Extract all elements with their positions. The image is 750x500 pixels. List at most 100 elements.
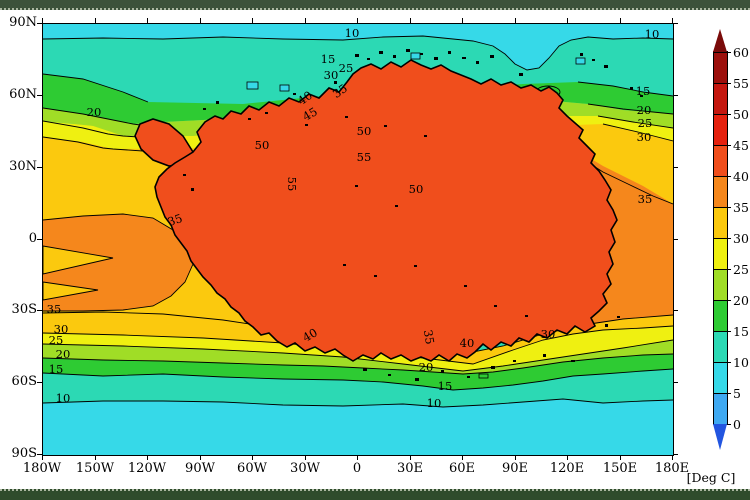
x-axis-label: 120W	[127, 461, 167, 476]
y-tick-left	[37, 382, 42, 383]
contour-label: 20	[418, 360, 434, 374]
x-tick-top	[147, 18, 148, 23]
colorbar-segment	[714, 238, 727, 269]
colorbar-tick	[714, 207, 731, 208]
colorbar-tick-label: 0	[733, 417, 741, 432]
colorbar-segment	[714, 83, 727, 114]
colorbar-tick	[714, 238, 731, 239]
x-axis-label: 180W	[22, 461, 62, 476]
colorbar-tick	[714, 362, 731, 363]
green-island	[478, 373, 489, 379]
x-tick-top	[410, 18, 411, 23]
colorbar-tick-label: 30	[733, 231, 749, 246]
x-tick-bottom	[42, 455, 43, 460]
colorbar-tick	[714, 176, 731, 177]
contour-label: 35	[420, 328, 438, 346]
contour-label: 35	[46, 302, 62, 316]
y-tick-left	[37, 310, 42, 311]
x-tick-bottom	[410, 455, 411, 460]
x-tick-bottom	[515, 455, 516, 460]
y-tick-right	[673, 239, 678, 240]
x-axis-label: 120E	[549, 461, 585, 476]
x-tick-top	[95, 18, 96, 23]
contour-label: 20	[55, 347, 71, 361]
colorbar-tick-label: 50	[733, 107, 749, 122]
colorbar-tick	[714, 114, 731, 115]
x-tick-bottom	[305, 455, 306, 460]
x-tick-bottom	[95, 455, 96, 460]
colorbar-tick	[714, 331, 731, 332]
y-tick-right	[673, 167, 678, 168]
colorbar-segment	[714, 52, 727, 83]
colorbar-tick-label: 20	[733, 293, 749, 308]
x-axis-label: 90E	[501, 461, 529, 476]
colorbar-tick	[714, 393, 731, 394]
y-axis-label: 60S	[11, 374, 37, 389]
y-axis-label: 0	[28, 231, 37, 246]
colorbar-segment	[714, 393, 727, 424]
colorbar-segment	[714, 145, 727, 176]
x-tick-top	[42, 18, 43, 23]
colorbar-above-max-arrow	[713, 29, 727, 52]
x-tick-bottom	[147, 455, 148, 460]
y-axis-label: 90S	[11, 446, 37, 461]
x-axis-label: 30E	[396, 461, 424, 476]
x-tick-top	[200, 18, 201, 23]
x-tick-top	[620, 18, 621, 23]
colorbar-tick-label: 45	[733, 138, 749, 153]
colorbar-segment	[714, 362, 727, 393]
contour-label: 25	[637, 116, 653, 130]
x-axis-label: 90W	[185, 461, 215, 476]
x-tick-bottom	[462, 455, 463, 460]
west-amber-wedge-2	[43, 281, 99, 301]
temperature-map-svg	[43, 24, 673, 455]
y-tick-right	[673, 23, 678, 24]
colorbar-tick-label: 55	[733, 76, 749, 91]
x-tick-top	[252, 18, 253, 23]
x-axis-label: 180E	[654, 461, 690, 476]
y-tick-left	[37, 167, 42, 168]
contour-label: 15	[437, 379, 453, 393]
contour-label: 10	[426, 396, 442, 410]
east-orange-band	[513, 119, 673, 342]
colorbar-tick-label: 10	[733, 355, 749, 370]
colorbar-tick-label: 15	[733, 324, 749, 339]
y-tick-left	[37, 454, 42, 455]
x-axis-label: 60E	[448, 461, 476, 476]
colorbar-tick-label: 35	[733, 200, 749, 215]
contour-label: 10	[344, 26, 360, 40]
contour-label: 25	[338, 61, 354, 75]
window-top-bar	[0, 0, 750, 10]
contour-label: 35	[637, 192, 653, 206]
north-cyan	[43, 24, 673, 70]
lakes	[246, 52, 586, 92]
y-axis-label: 90N	[9, 15, 37, 30]
colorbar-segment	[714, 269, 727, 300]
contour-label: 10	[644, 27, 660, 41]
contour-label: 30	[53, 322, 69, 336]
y-tick-left	[37, 239, 42, 240]
y-tick-left	[37, 23, 42, 24]
y-tick-right	[673, 382, 678, 383]
contour-label: 50	[408, 182, 424, 196]
contour-label: 30	[323, 68, 339, 82]
x-axis-label: 150E	[602, 461, 638, 476]
contour-label: 55	[285, 176, 299, 192]
contour-label: 20	[636, 103, 652, 117]
colorbar-tick	[714, 269, 731, 270]
y-tick-right	[673, 454, 678, 455]
colorbar-tick	[714, 145, 731, 146]
x-tick-top	[357, 18, 358, 23]
x-tick-top	[462, 18, 463, 23]
colorbar-below-min-arrow	[713, 424, 727, 450]
x-tick-bottom	[620, 455, 621, 460]
contour-label: 15	[320, 52, 336, 66]
x-axis-label: 30W	[290, 461, 320, 476]
x-tick-top	[567, 18, 568, 23]
x-tick-bottom	[200, 455, 201, 460]
colorbar-segment	[714, 207, 727, 238]
x-tick-top	[515, 18, 516, 23]
contour-label: 15	[48, 362, 64, 376]
contour-label: 25	[48, 333, 64, 347]
